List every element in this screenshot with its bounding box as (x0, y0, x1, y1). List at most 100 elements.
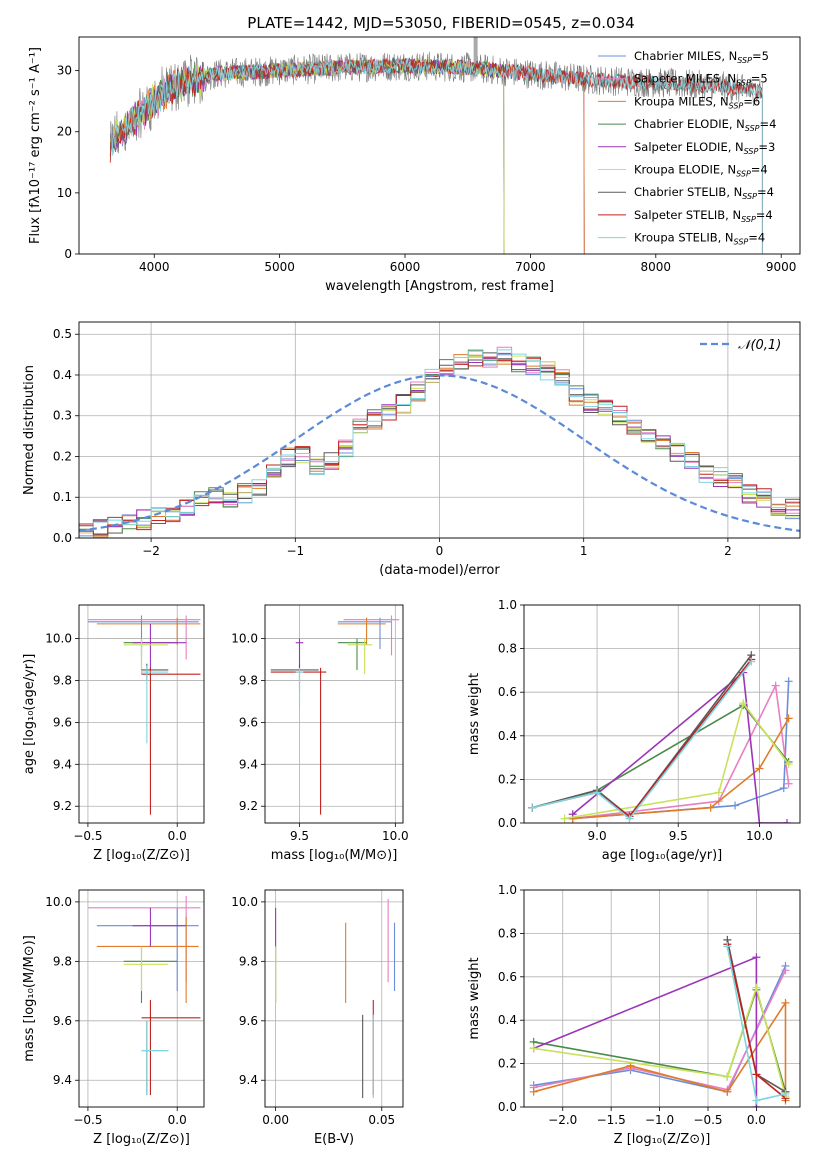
weight-marker (529, 1044, 538, 1053)
x-tick-label: 10.0 (382, 829, 409, 843)
legend-subscript: SSP (742, 192, 757, 201)
weight-marker (739, 699, 748, 708)
y-tick-label: 10.0 (231, 895, 258, 909)
axes-frame (523, 604, 801, 824)
model-series (109, 57, 763, 254)
legend-subscript: SSP (736, 79, 751, 88)
plot-area (79, 346, 800, 538)
weight-series (572, 671, 787, 823)
legend-count: =5 (752, 49, 769, 63)
x-axis-label: Z [log₁₀(Z/Z⊙)] (93, 848, 190, 863)
weight-marker (706, 803, 715, 812)
histogram-series (79, 355, 800, 538)
y-axis-label: Normed distribution (22, 365, 37, 495)
legend-count: =4 (760, 117, 777, 131)
x-axis-label: mass [log₁₀(M/M⊙)] (271, 848, 398, 863)
axes-frame (78, 889, 205, 1108)
weight-series (531, 704, 790, 809)
y-tick-label: 9.4 (53, 1073, 72, 1087)
legend-count: =3 (758, 140, 775, 154)
plot-area (109, 37, 763, 254)
plot-area (528, 651, 793, 823)
y-tick-label: 0.0 (498, 1100, 517, 1114)
legend-entry: Kroupa MILES, NSSP=6 (634, 94, 760, 110)
x-tick-label: −1.0 (645, 1113, 674, 1127)
plot-area (270, 615, 400, 815)
y-axis-label: Flux [fλ10⁻¹⁷ erg cm⁻² s⁻¹ A⁻¹] (28, 47, 43, 244)
y-tick-label: 9.4 (239, 1073, 258, 1087)
x-axis-label: age [log₁₀(age/yr)] (602, 848, 723, 863)
weight-marker (781, 966, 790, 975)
x-tick-label: 5000 (264, 260, 295, 274)
x-tick-label: 0.0 (747, 1113, 766, 1127)
x-tick-label: 9000 (766, 260, 797, 274)
plot-area (529, 935, 790, 1107)
y-tick-label: 9.6 (239, 1014, 258, 1028)
x-tick-label: 10.0 (746, 829, 773, 843)
legend-entry: Salpeter ELODIE, NSSP=3 (634, 140, 775, 156)
x-axis-label: E(B-V) (314, 1132, 354, 1147)
y-tick-label: 0.3 (53, 409, 72, 423)
panel-age_vs_Z: −0.5 0.0 9.2 9.4 9.6 9.8 10.0 Z [log₁₀(Z/Z⊙)] ag… (22, 604, 205, 863)
y-tick-label: 0.0 (498, 816, 517, 830)
y-tick-label: 9.4 (239, 757, 258, 771)
weight-marker (625, 814, 634, 823)
plot-area (87, 895, 201, 1096)
x-tick-label: 9.5 (669, 829, 688, 843)
weight-marker (779, 784, 788, 793)
weight-marker (593, 788, 602, 797)
weight-marker (784, 714, 793, 723)
axes-frame (78, 604, 205, 824)
weight-marker (771, 681, 780, 690)
x-tick-label: −0.5 (73, 1113, 102, 1127)
weight-marker (781, 998, 790, 1007)
axes-frame (78, 321, 801, 539)
y-tick-label: 9.6 (53, 1014, 72, 1028)
histogram-series (79, 352, 800, 538)
histogram-series (79, 354, 800, 538)
y-tick-label: 20 (57, 125, 72, 139)
legend-subscript: SSP (734, 238, 749, 247)
weight-marker (752, 983, 761, 992)
x-tick-label: 8000 (641, 260, 672, 274)
x-tick-label: 9.5 (290, 829, 309, 843)
panel-spectrum: 4000 5000 6000 7000 8000 9000 0 10 20 30 wavelengt… (28, 36, 801, 294)
legend-entry: Chabrier STELIB, NSSP=4 (634, 185, 774, 201)
legend-count: =4 (757, 185, 774, 199)
x-tick-label: 0 (436, 544, 444, 558)
weight-marker (723, 1087, 732, 1096)
legend-count: =4 (756, 208, 773, 222)
legend-entry: Chabrier MILES, NSSP=5 (634, 49, 769, 65)
x-tick-label: 7000 (515, 260, 546, 274)
y-tick-label: 0.4 (498, 729, 517, 743)
x-tick-label: −1 (286, 544, 304, 558)
x-tick-label: 4000 (139, 260, 170, 274)
x-tick-label: 0.0 (168, 829, 187, 843)
weight-marker (752, 953, 761, 962)
y-tick-label: 9.8 (239, 673, 258, 687)
x-tick-label: −2.0 (548, 1113, 577, 1127)
x-tick-label: 1 (580, 544, 588, 558)
legend-entry: Kroupa STELIB, NSSP=4 (634, 231, 765, 247)
y-tick-label: 9.2 (239, 799, 258, 813)
histogram-series (79, 356, 800, 538)
weight-series (531, 661, 752, 820)
y-tick-label: 9.6 (239, 715, 258, 729)
x-axis-label: Z [log₁₀(Z/Z⊙)] (614, 1132, 711, 1147)
x-tick-label: −2 (142, 544, 160, 558)
weight-marker (731, 801, 740, 810)
weight-series (533, 956, 758, 1107)
normal-curve (79, 374, 800, 532)
histogram-series (79, 352, 800, 538)
legend-subscript: SSP (744, 147, 759, 156)
axes-frame (264, 604, 404, 824)
weight-marker (714, 788, 723, 797)
weight-marker (781, 1089, 790, 1098)
weight-marker (747, 657, 756, 666)
y-tick-label: 0.4 (53, 368, 72, 382)
weight-marker (784, 677, 793, 686)
axes-frame (78, 36, 801, 255)
y-tick-label: 10 (57, 186, 72, 200)
x-axis-label: Z [log₁₀(Z/Z⊙)] (93, 1132, 190, 1147)
legend-entry: Chabrier ELODIE, NSSP=4 (634, 117, 776, 133)
